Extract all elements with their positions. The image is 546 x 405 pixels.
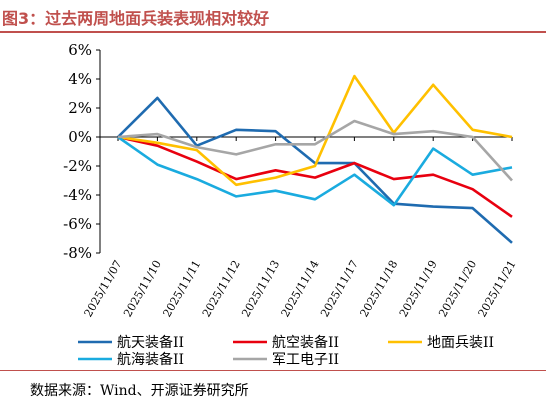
x-tick-label: 2025/11/21 (476, 258, 519, 319)
legend-label: 航空装备II (272, 334, 339, 351)
legend-label: 地面兵装II (427, 335, 494, 351)
source-note: 数据来源：Wind、开源证券研究所 (30, 383, 249, 399)
x-tick-label: 2025/11/20 (436, 258, 479, 319)
y-tick-label: 6% (68, 41, 92, 59)
series-line-3 (117, 74, 513, 187)
figure-title: 图3：过去两周地面兵装表现相对较好 (2, 9, 270, 28)
y-tick-label: -2% (63, 157, 92, 175)
x-tick-label: 2025/11/14 (279, 258, 322, 319)
x-tick-label: 2025/11/17 (318, 258, 361, 319)
y-tick-label: -4% (63, 186, 92, 204)
series-line-1 (117, 96, 513, 244)
x-tick-label: 2025/11/11 (160, 258, 203, 319)
line-chart: -8% -6% -4% -2% 0% 2% 4% 6% 2025/11/072025/11/10… (63, 41, 519, 368)
y-tick-label: 2% (68, 99, 92, 117)
x-tick-label: 2025/11/10 (121, 258, 164, 319)
legend-label: 航海装备II (117, 351, 184, 368)
y-tick-label: 4% (68, 70, 92, 88)
x-tick-label: 2025/11/19 (397, 258, 440, 319)
x-tick-label: 2025/11/13 (239, 258, 282, 319)
x-tick-label: 2025/11/12 (200, 258, 243, 319)
y-tick-label: 0% (68, 128, 92, 146)
y-tick-label: -6% (63, 215, 92, 233)
title-bar: 图3：过去两周地面兵装表现相对较好 (0, 0, 546, 33)
series-line-4 (117, 135, 513, 207)
legend-label: 军工电子II (272, 352, 339, 368)
legend-label: 航天装备II (117, 334, 184, 351)
y-tick-label: -8% (63, 244, 92, 262)
x-tick-label: 2025/11/07 (82, 258, 125, 319)
series-line-2 (117, 135, 513, 218)
series-line-5 (117, 119, 513, 182)
source-bar: 数据来源：Wind、开源证券研究所 (0, 370, 546, 405)
x-tick-label: 2025/11/18 (357, 258, 400, 319)
